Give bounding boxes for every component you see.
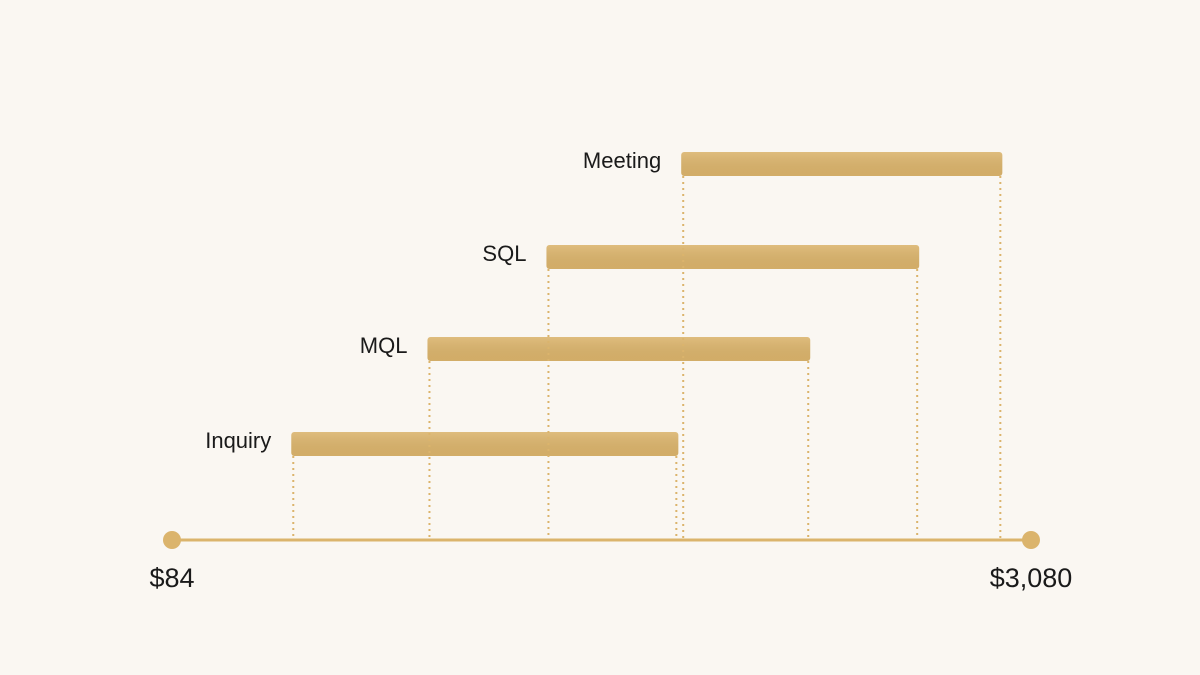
bar-shade (546, 245, 920, 269)
category-label: Inquiry (205, 428, 271, 453)
category-label: MQL (360, 333, 408, 358)
x-tick-label: $3,080 (990, 563, 1073, 593)
axis-endpoint (163, 531, 181, 549)
bar-shade (291, 432, 679, 456)
axis-endpoint (1022, 531, 1040, 549)
x-tick-label: $84 (149, 563, 194, 593)
category-label: SQL (482, 241, 526, 266)
bar-shade (427, 337, 811, 361)
category-label: Meeting (583, 148, 661, 173)
bar-shade (681, 152, 1003, 176)
